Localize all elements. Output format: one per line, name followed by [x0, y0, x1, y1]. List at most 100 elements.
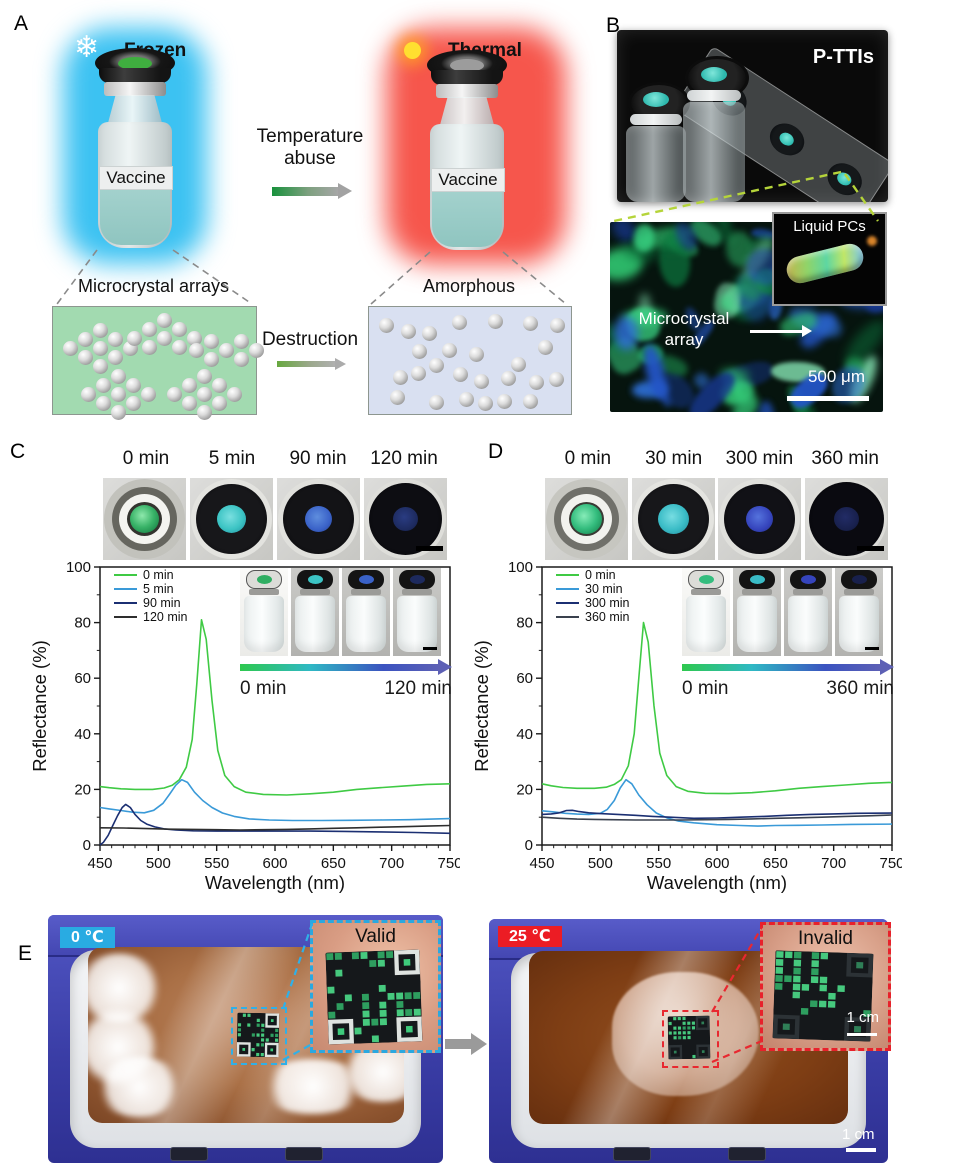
legend-item: 0 min — [556, 568, 629, 582]
microsphere — [474, 374, 490, 390]
vial-indicator-dot — [118, 57, 152, 70]
destruction-label: Destruction — [261, 329, 359, 350]
destruction-arrow — [277, 357, 349, 371]
svg-text:Wavelength (nm): Wavelength (nm) — [647, 872, 787, 893]
frozen-vial — [92, 48, 178, 252]
legend-item: 360 min — [556, 610, 629, 624]
temperature-abuse-arrow — [272, 183, 354, 201]
microsphere — [63, 341, 78, 356]
vial-thumb — [342, 568, 390, 656]
svg-text:Reflectance (%): Reflectance (%) — [30, 640, 50, 772]
chart-d-inset: 0 min 360 min — [682, 568, 894, 700]
microsphere — [429, 395, 445, 411]
microsphere — [167, 387, 182, 402]
legend-item: 0 min — [114, 568, 187, 582]
pttis-caption: P-TTIs — [812, 46, 874, 68]
indicator-dot — [217, 505, 246, 533]
microsphere — [157, 331, 172, 346]
microsphere — [78, 332, 93, 347]
time-gradient-arrow — [682, 659, 894, 675]
microsphere — [182, 378, 197, 393]
microsphere — [496, 394, 512, 410]
microsphere — [93, 341, 108, 356]
microcrystal-array-annotation: Microcrystal array — [638, 309, 730, 350]
microsphere — [379, 318, 395, 334]
vaccine-label-right: Vaccine — [431, 168, 505, 192]
microsphere — [93, 359, 108, 374]
chart-d-legend: 0 min 30 min 300 min 360 min — [556, 568, 629, 624]
pointer-arrow — [750, 330, 804, 333]
indicator-dot — [130, 505, 159, 533]
microsphere — [392, 370, 408, 386]
svg-text:0: 0 — [83, 837, 91, 854]
cap-photo-0min — [103, 478, 186, 560]
svg-text:750: 750 — [879, 855, 902, 872]
chart-c-plot: 450 500 550 600 650 700 750 0 20 40 60 80 100 Wavelen… — [29, 559, 463, 893]
qr-tag-outline-blue — [231, 1007, 287, 1065]
microsphere — [428, 357, 444, 373]
vial-thumb — [393, 568, 441, 656]
liquid-pcs-caption: Liquid PCs — [793, 218, 866, 235]
liquid-pcs-inset: Liquid PCs — [772, 212, 887, 306]
chart-c-legend: 0 min 5 min 90 min 120 min — [114, 568, 187, 624]
microsphere — [477, 395, 493, 411]
valid-inset: Valid — [310, 920, 441, 1053]
microsphere — [452, 366, 468, 382]
panel-d-label: D — [488, 440, 504, 463]
cap-photo-90min — [277, 478, 360, 560]
microsphere — [410, 366, 426, 382]
svg-text:Reflectance (%): Reflectance (%) — [472, 640, 492, 772]
vial-thumb — [240, 568, 288, 656]
chart-c-inset: 0 min 120 min — [240, 568, 452, 700]
panel-b-label: B — [606, 14, 621, 37]
chart-d-plot: 450 500 550 600 650 700 750 0 20 40 60 80 100 Wavelen… — [471, 559, 905, 893]
svg-text:650: 650 — [321, 855, 346, 872]
svg-text:500: 500 — [588, 855, 613, 872]
svg-text:0: 0 — [525, 837, 533, 854]
microsphere — [108, 350, 123, 365]
timepoint-label: 0 min — [564, 448, 612, 469]
scale-bar — [416, 546, 443, 551]
microsphere — [511, 356, 527, 372]
microsphere — [204, 334, 219, 349]
snowflake-icon: ❄ — [74, 31, 100, 64]
svg-text:80: 80 — [74, 615, 91, 632]
inset-end-label: 120 min — [384, 678, 452, 699]
amorphous-label: Amorphous — [422, 276, 516, 296]
panel-c-label: C — [10, 440, 26, 463]
microsphere — [234, 334, 249, 349]
timepoint-label: 0 min — [122, 448, 170, 469]
vial-indicator-dot — [450, 59, 484, 72]
qr-tag-invalid — [667, 1015, 711, 1060]
indicator-dot — [571, 504, 602, 534]
temperature-abuse-label: Temperature abuse — [256, 126, 364, 170]
svg-text:60: 60 — [74, 670, 91, 687]
microsphere — [212, 396, 227, 411]
microsphere — [78, 350, 93, 365]
svg-text:550: 550 — [646, 855, 671, 872]
indicator-dot — [834, 507, 859, 531]
indicator-dot — [658, 504, 689, 534]
scale-bar — [857, 546, 884, 551]
microsphere — [197, 405, 212, 420]
panel-a-label: A — [14, 12, 29, 35]
svg-text:700: 700 — [821, 855, 846, 872]
indicator-dot — [393, 507, 418, 531]
microsphere — [249, 343, 264, 358]
microsphere — [187, 331, 202, 346]
inset-start-label: 0 min — [240, 678, 287, 699]
vial-thumb — [682, 568, 730, 656]
svg-text:40: 40 — [516, 726, 533, 743]
svg-text:100: 100 — [66, 559, 91, 576]
microsphere — [219, 343, 234, 358]
indicator-dot — [305, 506, 332, 532]
microsphere — [142, 322, 157, 337]
cold-temp-badge: 0 ℃ — [60, 927, 115, 948]
microsphere — [390, 389, 406, 405]
microsphere — [96, 378, 111, 393]
amorphous-box — [368, 306, 572, 415]
svg-text:20: 20 — [516, 781, 533, 798]
microsphere — [522, 393, 538, 409]
qr-tag-outline-red — [662, 1010, 719, 1068]
legend-item: 30 min — [556, 582, 629, 596]
